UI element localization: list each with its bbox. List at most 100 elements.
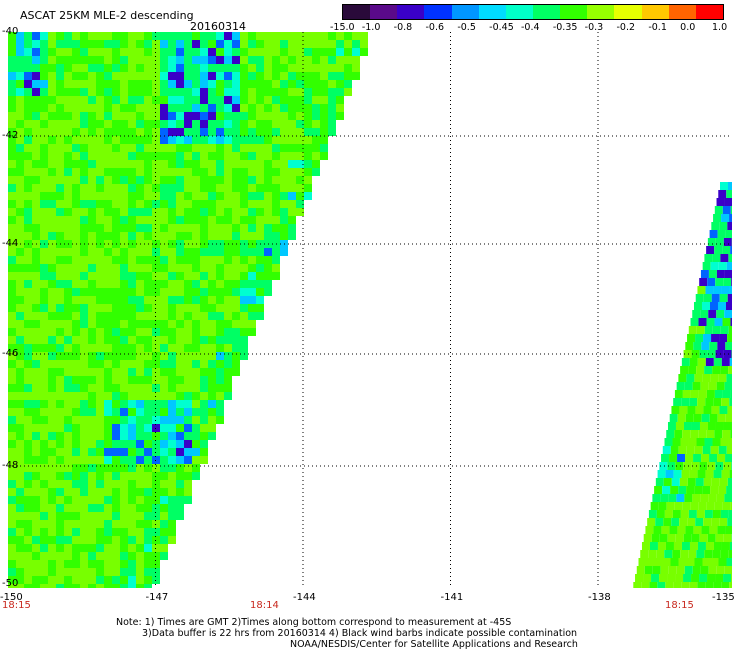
swath-cell [256, 232, 264, 240]
swath-cell [320, 32, 328, 40]
swath-cell [168, 160, 176, 168]
swath-cell [56, 424, 64, 432]
swath-cell [80, 512, 88, 520]
swath-cell [48, 384, 56, 392]
swath-cell [707, 534, 716, 542]
swath-cell [80, 336, 88, 344]
swath-cell [88, 512, 96, 520]
swath-cell [200, 200, 208, 208]
swath-cell [184, 416, 192, 424]
swath-cell [168, 328, 176, 336]
swath-cell [104, 192, 112, 200]
swath-cell [328, 128, 336, 136]
swath-cell [344, 48, 352, 56]
swath-cell [48, 352, 56, 360]
swath-cell [48, 176, 56, 184]
swath-cell [72, 232, 80, 240]
swath-cell [96, 80, 104, 88]
swath-cell [88, 160, 96, 168]
swath-cell [200, 144, 208, 152]
swath-cell [56, 56, 64, 64]
swath-cell [224, 264, 232, 272]
swath-cell [280, 64, 288, 72]
swath-cell [184, 176, 192, 184]
swath-cell [128, 96, 136, 104]
swath-cell [200, 208, 208, 216]
swath-cell [697, 358, 706, 366]
swath-cell [232, 288, 240, 296]
swath-cell [144, 304, 152, 312]
swath-cell [240, 72, 248, 80]
swath-cell [32, 48, 40, 56]
swath-cell [312, 112, 320, 120]
swath-cell [635, 574, 644, 582]
swath-cell [168, 256, 176, 264]
swath-cell [64, 176, 72, 184]
swath-cell [715, 422, 724, 430]
swath-cell [216, 160, 224, 168]
swath-cell [80, 416, 88, 424]
swath-cell [24, 384, 32, 392]
swath-cell [136, 448, 144, 456]
swath-cell [192, 384, 200, 392]
swath-cell [700, 310, 709, 318]
swath-cell [248, 208, 256, 216]
swath-cell [720, 366, 729, 374]
swath-cell [240, 40, 248, 48]
swath-cell [64, 408, 72, 416]
swath-cell [32, 72, 40, 80]
swath-cell [144, 232, 152, 240]
swath-cell [136, 544, 144, 552]
swath-cell [248, 128, 256, 136]
swath-cell [104, 232, 112, 240]
swath-cell [16, 584, 24, 588]
swath-cell [144, 456, 152, 464]
swath-cell [200, 136, 208, 144]
swath-cell [96, 144, 104, 152]
swath-cell [56, 584, 64, 588]
swath-cell [144, 552, 152, 560]
swath-cell [144, 352, 152, 360]
swath-cell [681, 470, 690, 478]
swath-cell [224, 80, 232, 88]
swath-cell [64, 56, 72, 64]
swath-cell [709, 454, 718, 462]
swath-cell [96, 56, 104, 64]
swath-cell [80, 104, 88, 112]
longitude-label: -141 [440, 592, 464, 603]
swath-cell [680, 510, 689, 518]
swath-cell [352, 40, 360, 48]
swath-cell [256, 120, 264, 128]
swath-cell [56, 504, 64, 512]
swath-cell [56, 336, 64, 344]
swath-cell [144, 48, 152, 56]
swath-cell [32, 264, 40, 272]
swath-cell [208, 56, 216, 64]
swath-cell [88, 352, 96, 360]
swath-cell [168, 520, 176, 528]
swath-cell [112, 504, 120, 512]
swath-cell [713, 398, 722, 406]
swath-cell [144, 176, 152, 184]
swath-cell [256, 160, 264, 168]
swath-cell [40, 512, 48, 520]
swath-cell [136, 32, 144, 40]
swath-cell [200, 344, 208, 352]
swath-cell [32, 448, 40, 456]
swath-cell [184, 144, 192, 152]
swath-cell [144, 464, 152, 472]
swath-cell [232, 224, 240, 232]
swath-cell [729, 214, 732, 222]
swath-cell [296, 184, 304, 192]
swath-cell [32, 112, 40, 120]
swath-cell [64, 152, 72, 160]
swath-cell [640, 550, 649, 558]
swath-cell [698, 502, 707, 510]
swath-cell [88, 472, 96, 480]
swath-cell [216, 328, 224, 336]
swath-cell [232, 328, 240, 336]
swath-cell [8, 48, 16, 56]
swath-cell [176, 104, 184, 112]
swath-cell [16, 248, 24, 256]
swath-cell [240, 176, 248, 184]
